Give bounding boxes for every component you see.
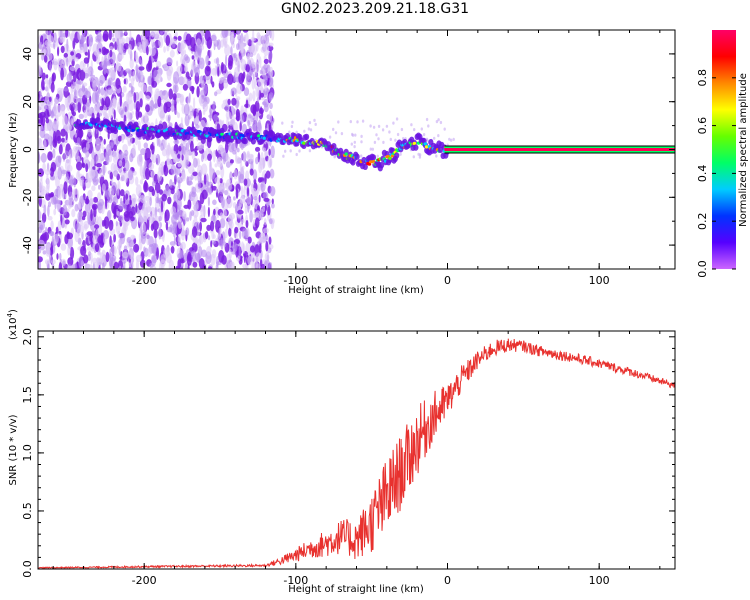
- snr-xtick-label: -200: [132, 574, 157, 587]
- plot-title: GN02.2023.209.21.18.G31: [280, 1, 470, 17]
- snr-ytick-label: 1.5: [21, 386, 34, 404]
- spectrogram-ytick-label: 40: [21, 47, 34, 61]
- snr-ylabel: SNR (10 * v/v): [8, 414, 19, 485]
- snr-xlabel: Height of straight line (km): [288, 584, 424, 595]
- spectrogram-ytick-label: 20: [21, 95, 34, 109]
- spectrogram-ytick-label: -40: [21, 236, 34, 254]
- snr-xtick-label: 100: [589, 574, 610, 587]
- colorbar-tick-label: 0.6: [696, 117, 709, 135]
- snr-xtick-label: 0: [444, 574, 451, 587]
- spectrogram-xtick-label: -100: [283, 274, 308, 287]
- spectrogram-xtick-label: -200: [132, 274, 157, 287]
- spectrogram-content: [38, 30, 675, 269]
- spectrogram-ytick-label: 0: [21, 146, 34, 153]
- colorbar-tick-label: 0.4: [696, 165, 709, 183]
- snr-xtick-label: -100: [283, 574, 308, 587]
- snr-multiplier: (x104): [6, 309, 19, 340]
- spectrogram-ridge: [73, 117, 675, 172]
- snr-ytick-label: 1.0: [21, 444, 34, 462]
- snr-ytick-label: 0.0: [21, 560, 34, 578]
- colorbar-tick-label: 0.0: [696, 260, 709, 278]
- colorbar-label: Normalized spectral amplitude: [738, 73, 749, 227]
- snr-ytick-label: 0.5: [21, 502, 34, 520]
- colorbar: 0.0 0.2 0.4 0.6 0.8 Normalized spectral ampl…: [696, 30, 749, 278]
- snr-panel: -200 -100 0 100 0.0 0.5 1.0 1.5 2.0 SNR (10 * v/…: [6, 309, 676, 595]
- colorbar-tick-label: 0.2: [696, 212, 709, 230]
- spectrogram-noise-speckle: [38, 30, 455, 269]
- spectrogram-xlabel: Height of straight line (km): [288, 285, 424, 296]
- spectrogram-ytick-label: -20: [21, 188, 34, 206]
- snr-ytick-label: 2.0: [21, 328, 34, 346]
- colorbar-tick-label: 0.8: [696, 69, 709, 87]
- colorbar-gradient: [712, 30, 736, 269]
- spectrogram-xtick-label: 100: [589, 274, 610, 287]
- spectrogram-xtick-label: 0: [444, 274, 451, 287]
- snr-ticks: -200 -100 0 100 0.0 0.5 1.0 1.5 2.0: [21, 328, 675, 587]
- spectrogram-ylabel: Frequency (Hz): [8, 112, 19, 188]
- snr-plot-area: [38, 331, 675, 569]
- colorbar-ticks: 0.0 0.2 0.4 0.6 0.8: [696, 69, 736, 278]
